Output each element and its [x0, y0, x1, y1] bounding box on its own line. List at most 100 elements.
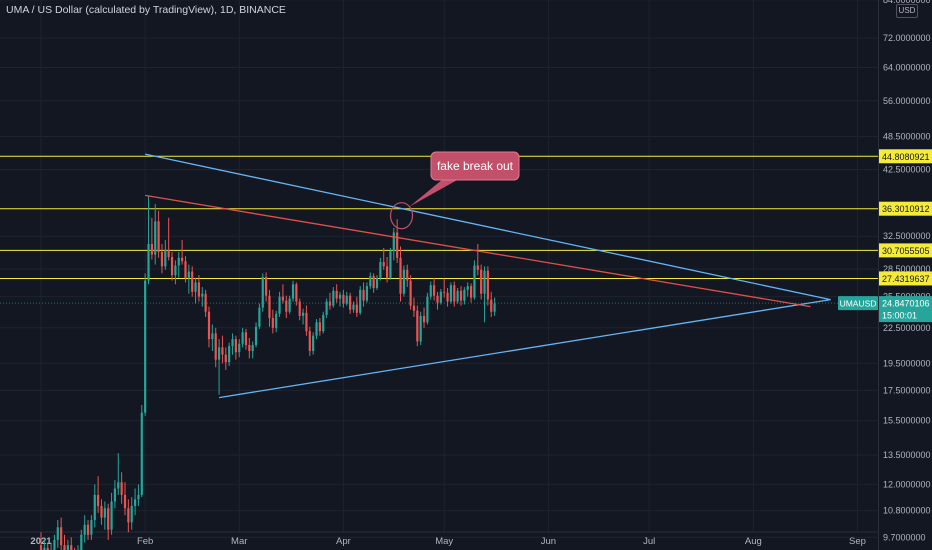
- breakout-circle: [389, 202, 414, 230]
- y-tick-label: 9.7000000: [883, 532, 926, 542]
- candle-body: [93, 494, 96, 520]
- candle-body: [288, 298, 291, 312]
- candle-body: [436, 295, 439, 303]
- candle-body: [345, 295, 348, 304]
- candle-body: [466, 286, 469, 290]
- candle-body: [211, 333, 214, 340]
- candle-body: [191, 271, 194, 292]
- y-tick-label: 48.5000000: [883, 132, 931, 142]
- candle-body: [419, 315, 422, 342]
- annotation-callout-pointer: [409, 179, 459, 207]
- candle-body: [389, 251, 392, 278]
- y-tick-label: 72.0000000: [883, 33, 931, 43]
- candle-body: [197, 282, 201, 297]
- candle-body: [80, 534, 83, 550]
- candle-body: [298, 301, 301, 316]
- candle-body: [379, 262, 382, 278]
- candle-body: [56, 527, 59, 540]
- trend-line-upper-triangle: [145, 153, 831, 301]
- trend-line-lower-triangle: [218, 298, 831, 399]
- currency-button[interactable]: USD: [896, 4, 918, 18]
- candle-body: [342, 294, 345, 304]
- candle-body: [285, 300, 288, 312]
- candle-body: [490, 299, 493, 312]
- y-tick-label: 64.0000000: [883, 63, 931, 73]
- candle-body: [248, 344, 251, 351]
- candle-body: [369, 276, 372, 287]
- y-tick-label: 84.0000000: [883, 0, 931, 5]
- candle-body: [39, 545, 43, 550]
- candle-body: [312, 335, 315, 351]
- candle-body: [137, 494, 140, 500]
- candle-body: [352, 304, 355, 310]
- candle-body: [66, 545, 69, 550]
- candle-body: [456, 290, 459, 302]
- candle-body: [483, 270, 486, 294]
- candle-body: [305, 312, 308, 332]
- candle-body: [416, 310, 419, 342]
- candle-body: [234, 339, 237, 353]
- candle-body: [43, 547, 46, 550]
- x-tick-label: Aug: [745, 536, 762, 547]
- price-axis-separator: [878, 0, 879, 550]
- candle-body: [144, 280, 147, 413]
- candle-body: [443, 291, 446, 293]
- candle-body: [399, 257, 402, 294]
- y-tick-label: 12.0000000: [883, 479, 931, 489]
- x-tick-label: Apr: [336, 536, 351, 547]
- candle-body: [201, 293, 204, 297]
- candle-body: [238, 343, 241, 353]
- level-price-label: 30.7055505: [882, 246, 930, 256]
- candle-body: [291, 284, 295, 299]
- candle-body: [70, 545, 73, 550]
- candle-body: [359, 289, 362, 313]
- candle-body: [429, 285, 432, 297]
- candle-body: [315, 322, 318, 336]
- candle-body: [295, 284, 298, 302]
- level-price-tag: [879, 149, 932, 164]
- candle-body: [469, 286, 473, 298]
- candle-body: [207, 311, 211, 340]
- candle-body: [278, 296, 281, 314]
- candle-body: [46, 547, 49, 550]
- y-tick-label: 22.5000000: [883, 323, 931, 333]
- symbol-tag: [838, 296, 878, 311]
- candle-body: [170, 257, 174, 276]
- candle-body: [308, 331, 311, 351]
- candle-body: [140, 412, 143, 495]
- annotation-callout: [430, 151, 520, 181]
- countdown-label: 15:00:01: [882, 311, 917, 321]
- candle-body: [127, 508, 130, 523]
- candle-body: [362, 289, 365, 301]
- candle-body: [453, 285, 456, 302]
- candle-body: [254, 326, 258, 345]
- level-price-tag: [879, 271, 932, 286]
- candle-body: [493, 303, 496, 312]
- y-tick-label: 56.0000000: [883, 96, 931, 106]
- x-tick-label: May: [435, 536, 453, 547]
- candle-body: [147, 244, 150, 281]
- current-price-tag: [879, 296, 932, 323]
- candle-body: [160, 252, 164, 267]
- candle-body: [204, 293, 207, 312]
- y-tick-label: 28.5000000: [883, 264, 931, 274]
- candle-body: [133, 499, 137, 506]
- candle-body: [375, 277, 379, 289]
- candle-body: [332, 290, 335, 306]
- candle-body: [63, 545, 66, 550]
- candle-body: [349, 295, 352, 310]
- annotation-text: fake break out: [437, 159, 514, 173]
- candle-body: [459, 290, 463, 301]
- candle-body: [301, 312, 305, 316]
- candle-body: [402, 269, 405, 294]
- candle-body: [174, 265, 177, 276]
- x-tick-label: Jul: [643, 536, 655, 547]
- candle-body: [446, 292, 449, 302]
- level-price-label: 36.3010912: [882, 204, 930, 214]
- y-tick-label: 19.5000000: [883, 358, 931, 368]
- candle-body: [184, 261, 187, 278]
- candle-body: [90, 519, 93, 535]
- y-tick-label: 15.5000000: [883, 416, 931, 426]
